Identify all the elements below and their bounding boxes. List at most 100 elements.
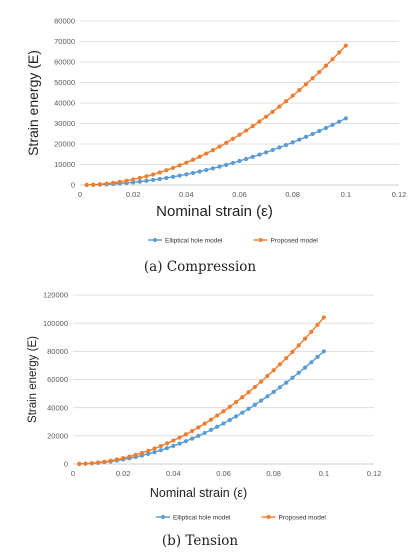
data-point xyxy=(337,119,342,124)
data-point xyxy=(250,124,255,129)
data-point xyxy=(146,451,151,456)
y-tick-label: 60000 xyxy=(47,375,68,384)
data-point xyxy=(244,156,249,162)
data-point xyxy=(183,432,188,437)
data-point xyxy=(315,322,320,327)
data-point xyxy=(309,360,314,365)
y-tick-label: 70000 xyxy=(54,37,75,46)
data-point xyxy=(131,177,136,182)
series-proposed-model xyxy=(84,43,348,188)
data-point xyxy=(202,430,207,436)
data-point xyxy=(317,69,322,75)
data-point xyxy=(157,170,162,175)
data-point xyxy=(177,435,182,440)
data-point xyxy=(127,454,132,459)
data-point xyxy=(263,150,269,155)
data-point xyxy=(233,400,239,405)
y-tick-label: 20000 xyxy=(47,431,68,440)
data-point xyxy=(144,178,149,183)
data-point xyxy=(283,142,289,148)
data-point xyxy=(217,144,222,149)
data-point xyxy=(197,154,202,159)
data-point xyxy=(204,151,209,156)
data-point xyxy=(233,414,239,419)
data-point xyxy=(230,136,235,142)
data-point xyxy=(177,163,182,168)
y-tick-label: 60000 xyxy=(54,58,75,67)
y-tick-label: 20000 xyxy=(54,140,75,149)
data-point xyxy=(283,99,289,104)
data-point xyxy=(158,448,163,453)
legend-label: Proposed model xyxy=(279,514,327,521)
data-point xyxy=(290,140,295,145)
data-point xyxy=(246,406,251,411)
data-point xyxy=(290,349,295,354)
data-point xyxy=(184,160,189,165)
y-tick-label: 80000 xyxy=(54,17,75,26)
legend-label: Proposed model xyxy=(271,237,319,244)
data-point xyxy=(83,461,88,466)
data-point xyxy=(170,174,176,179)
data-point xyxy=(321,315,326,320)
x-tick-label: 0 xyxy=(71,469,75,478)
data-point xyxy=(196,425,201,430)
data-point xyxy=(210,166,216,171)
data-point xyxy=(95,460,101,465)
x-axis-title: Nominal strain (ε) xyxy=(150,486,247,500)
data-point xyxy=(277,104,282,109)
data-point xyxy=(246,390,251,395)
data-point xyxy=(215,424,220,429)
data-point xyxy=(208,427,214,433)
data-point xyxy=(227,417,232,423)
data-point xyxy=(158,443,163,449)
x-tick-label: 0.12 xyxy=(392,190,407,199)
x-tick-label: 0.02 xyxy=(116,469,131,478)
data-point xyxy=(102,459,107,464)
x-tick-label: 0.1 xyxy=(341,190,351,199)
data-point xyxy=(284,380,289,385)
compression-chart: 0 10000 20000 30000 40000 50000 60000 70000 8000… xyxy=(25,17,406,245)
data-point xyxy=(271,368,276,373)
data-point xyxy=(317,128,322,134)
data-point xyxy=(177,441,182,446)
data-point xyxy=(152,449,157,455)
data-point xyxy=(131,180,136,185)
data-point xyxy=(297,137,302,142)
data-point xyxy=(257,152,262,157)
data-point xyxy=(171,438,176,443)
data-point xyxy=(97,182,103,187)
data-point xyxy=(303,134,309,139)
data-point xyxy=(164,168,169,173)
data-point xyxy=(151,172,156,177)
x-axis-title: Nominal strain (ε) xyxy=(156,203,273,220)
tension-chart: 0 20000 40000 60000 80000 100000 120000 0 0.02 0.… xyxy=(27,291,381,522)
data-point xyxy=(277,362,283,367)
data-point xyxy=(221,409,226,414)
data-point xyxy=(164,441,170,446)
data-point xyxy=(190,157,196,162)
legend-marker xyxy=(266,515,271,519)
data-point xyxy=(151,177,156,183)
data-point xyxy=(183,439,188,444)
y-tick-label: 0 xyxy=(71,181,75,190)
data-point xyxy=(302,336,308,341)
data-point xyxy=(137,179,142,184)
data-point xyxy=(196,433,201,438)
data-point xyxy=(271,389,276,394)
y-axis-title: Strain energy (E) xyxy=(25,50,41,156)
data-point xyxy=(259,379,264,384)
y-tick-label: 50000 xyxy=(54,78,75,87)
y-tick-label: 120000 xyxy=(43,291,68,300)
data-point xyxy=(164,446,170,451)
data-point xyxy=(89,461,94,466)
caption-tension: (b) Tension xyxy=(162,533,238,549)
x-tick-label: 0 xyxy=(78,190,82,199)
data-point xyxy=(270,147,275,153)
data-point xyxy=(157,176,162,182)
series-line xyxy=(79,350,325,465)
x-tick-label: 0.04 xyxy=(179,190,194,199)
data-point xyxy=(303,82,309,87)
data-point xyxy=(284,356,289,361)
y-tick-label: 30000 xyxy=(54,119,75,128)
data-point xyxy=(210,148,216,153)
